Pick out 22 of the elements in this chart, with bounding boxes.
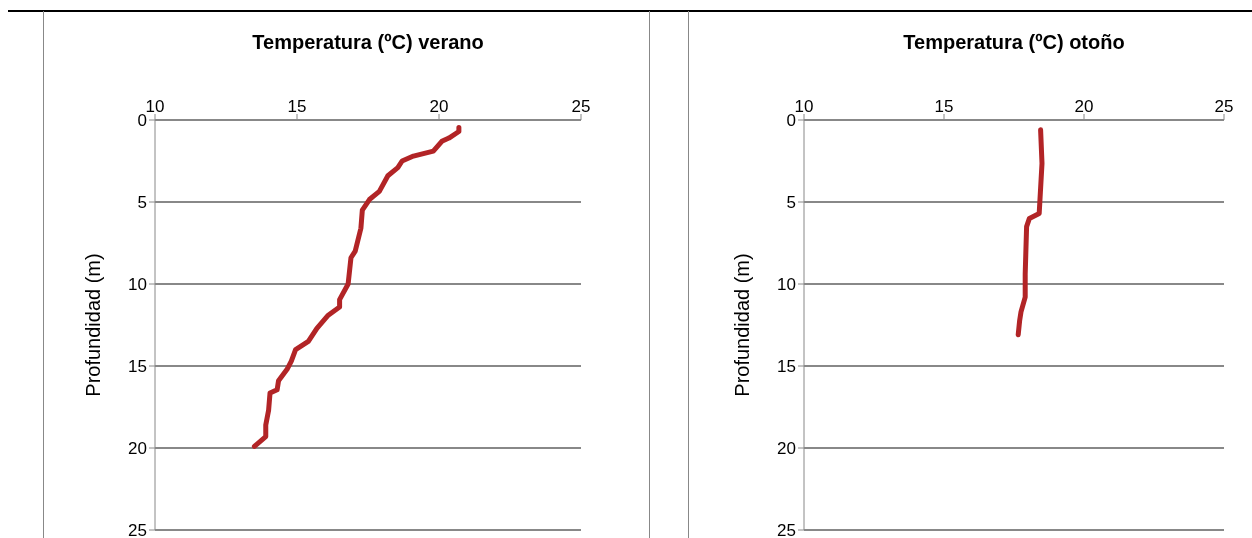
x-tick-label: 20 [429,97,449,116]
y-tick-label: 25 [128,521,147,538]
x-tick-label: 25 [1214,97,1234,116]
y-tick-label: 10 [128,275,147,295]
x-tick-label: 15 [287,97,307,116]
y-tick-label: 20 [777,439,796,459]
x-tick-label: 20 [1074,97,1094,116]
y-tick-label: 5 [786,193,796,213]
y-tick-label: 20 [128,439,147,459]
y-tick-label: 25 [777,521,796,538]
y-tick-label: 15 [128,357,147,377]
y-tick-label: 0 [786,111,796,131]
x-tick-label: 15 [934,97,954,116]
y-axis-title: Profundidad (m) [731,253,754,397]
y-axis-title: Profundidad (m) [82,253,105,397]
y-tick-label: 0 [137,111,147,131]
y-tick-label: 5 [137,193,147,213]
x-tick-label: 25 [571,97,591,116]
chart-title: Temperatura (ºC) otoño [902,31,1126,54]
y-tick-label: 10 [777,275,796,295]
chart-title: Temperatura (ºC) verano [251,31,485,54]
y-tick-label: 15 [777,357,796,377]
